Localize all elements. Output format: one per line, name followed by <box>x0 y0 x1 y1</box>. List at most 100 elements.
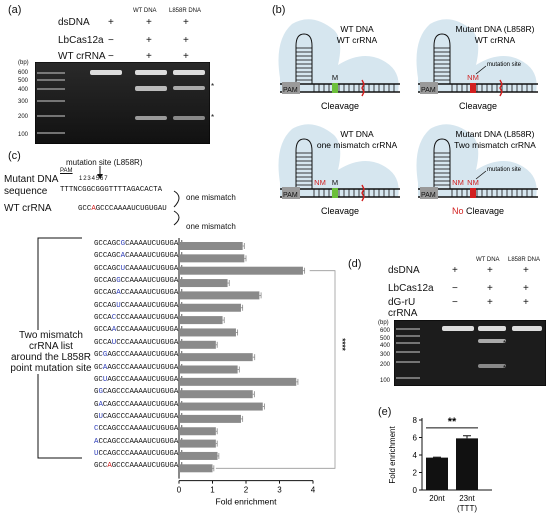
crrna-sequence: GCCAACCCAAAAUCUGUGAU <box>94 326 183 334</box>
gel-d-band-marker: * <box>503 364 507 373</box>
crrna-segment: U <box>120 264 126 273</box>
bar <box>179 328 236 337</box>
bar <box>179 390 253 399</box>
scheme-subtitle: WT crRNA <box>475 35 516 45</box>
crrna-segment: A <box>116 289 121 298</box>
crrna-sequence: UCCAGCCCAAAAUCUGUGAU <box>94 450 183 458</box>
crrna-segment: G <box>94 388 99 397</box>
gel-a-image <box>35 62 210 144</box>
gel-d-lane-label: L858R DNA <box>508 257 541 263</box>
gel-d-row-label: dG-rU <box>388 297 416 308</box>
fold-enrichment-bar-chart: 0 1 2 3 4 Fold enrichment <box>177 238 336 506</box>
bar <box>179 377 297 386</box>
crrna-sequence: CCCAGCCCAAAAUCUGUGAU <box>94 425 183 433</box>
y-tick-label: 8 <box>413 416 418 425</box>
pam-text: PAM <box>283 87 298 94</box>
bar <box>179 291 260 300</box>
bar <box>179 254 245 263</box>
wt-crrna-label: WT crRNA <box>4 203 52 214</box>
gel-d-ladder-label: 200 <box>380 362 391 368</box>
mismatch-marker: NM <box>314 178 326 187</box>
gel-a-ladder-label: 400 <box>18 87 29 93</box>
crrna-segment: A <box>120 252 126 261</box>
x-axis-label: Fold enrichment <box>216 497 278 506</box>
crrna-segment: CCCAAAAUCUGUGAU <box>116 314 183 323</box>
bracket-curve-icon <box>173 190 180 226</box>
pam-text: PAM <box>283 192 298 199</box>
scheme-subtitle: WT crRNA <box>337 35 378 45</box>
x-tick-label: (TTT) <box>457 504 477 513</box>
pam-box <box>282 82 300 94</box>
x-tick-label: 1 <box>210 486 215 495</box>
y-tick-label: 0 <box>413 486 418 495</box>
pam-label: PAM <box>60 168 73 174</box>
scheme-result-text: Cleavage <box>463 206 504 216</box>
gel-d-ladder-label: 100 <box>380 378 391 384</box>
pam-text: PAM <box>421 87 436 94</box>
significance-bracket <box>215 270 336 469</box>
cas12a-shape <box>278 124 399 197</box>
gel-a-lane-label: WT DNA <box>133 8 157 14</box>
crrna-segment: AGCCCAAAAUCUGUGAU <box>107 375 183 384</box>
gel-d-row-label: dsDNA <box>388 265 420 276</box>
bar <box>179 340 216 349</box>
scheme-result: Cleavage <box>459 101 497 111</box>
gel-d-ladder-label: 600 <box>380 328 391 334</box>
crrna-sequence: GCCAGCCCAAAAUCUGUGAU <box>94 462 183 470</box>
gel-d-mark: + <box>487 283 493 294</box>
crrna-segment: A <box>94 437 99 446</box>
crrna-segment: U <box>116 301 121 310</box>
crrna-segment: GCCAG <box>94 289 117 298</box>
mismatch-marker: NM <box>467 73 479 82</box>
x-tick-label: 23nt <box>459 494 475 503</box>
mismatch-highlight <box>470 188 476 198</box>
crrna-segment: GCCAGC <box>94 252 121 261</box>
pam-text: PAM <box>421 192 436 199</box>
bar <box>179 365 238 374</box>
crrna-segment: CAGCCCAAAAUCUGUGAU <box>102 388 183 397</box>
cas12a-shape <box>416 19 537 93</box>
scheme-result-text: Cleavage <box>321 101 359 111</box>
hairpin <box>295 138 313 189</box>
significance-label: ** <box>448 416 457 428</box>
gel-a-ladder-label: 300 <box>18 99 29 105</box>
scheme-2: PAM Mutant DNA (L858R)WT crRNA Cleavage NM m… <box>416 19 538 111</box>
crrna-segment: CAAAAUCUGUGAU <box>125 252 183 261</box>
crrna-segment: U <box>98 412 103 421</box>
crrna-segment: CCAGCCCAAAAUCUGUGAU <box>98 449 183 458</box>
crrna-sequence: GCGAGCCCAAAAUCUGUGAU <box>94 351 183 359</box>
x-tick-label: 0 <box>177 486 182 495</box>
fold-enrichment-20nt-23nt-chart: 0 2 4 6 8 20nt 23nt(TTT) ** Fold enrichment <box>388 416 492 513</box>
gel-a-row-label: LbCas12a <box>58 35 104 46</box>
crrna-segment: GC <box>94 375 103 384</box>
crrna-segment: G <box>120 240 126 248</box>
scheme-result: No Cleavage <box>452 206 504 216</box>
crrna-segment: GCCAG <box>94 277 117 286</box>
crrna-list-label-line: Two mismatch <box>19 330 83 341</box>
crrna-segment: U <box>94 449 99 458</box>
panel-e-letter: (e) <box>378 406 392 418</box>
crrna-segment: C <box>111 314 117 323</box>
scheme-title: WT DNA <box>340 24 374 34</box>
gel-a-mark: + <box>183 51 189 62</box>
gel-a-mark: − <box>108 51 114 62</box>
crrna-sequence: GGCAGCCCAAAAUCUGUGAU <box>94 388 183 396</box>
crrna-segment: GCCAGC <box>94 264 121 273</box>
cleavage-mark <box>499 79 503 97</box>
bar <box>426 457 448 490</box>
crrna-segment: GCCAGC <box>94 240 121 248</box>
crrna-sequence: GCCAGCGCAAAAUCUGUGAU <box>94 240 183 248</box>
hairpin <box>433 33 451 84</box>
bar <box>179 303 241 312</box>
mismatch-marker: NM <box>467 178 479 187</box>
scheme-result-text: Cleavage <box>459 101 497 111</box>
gel-d-ladder-label: 300 <box>380 352 391 358</box>
bar <box>179 316 223 325</box>
crrna-segment: CCAAAAUCUGUGAU <box>120 301 183 310</box>
scheme-subtitle: one mismatch crRNA <box>317 140 398 150</box>
bar <box>179 451 218 460</box>
panel-b-letter: (b) <box>272 4 286 16</box>
mismatch-marker: M <box>332 73 338 82</box>
